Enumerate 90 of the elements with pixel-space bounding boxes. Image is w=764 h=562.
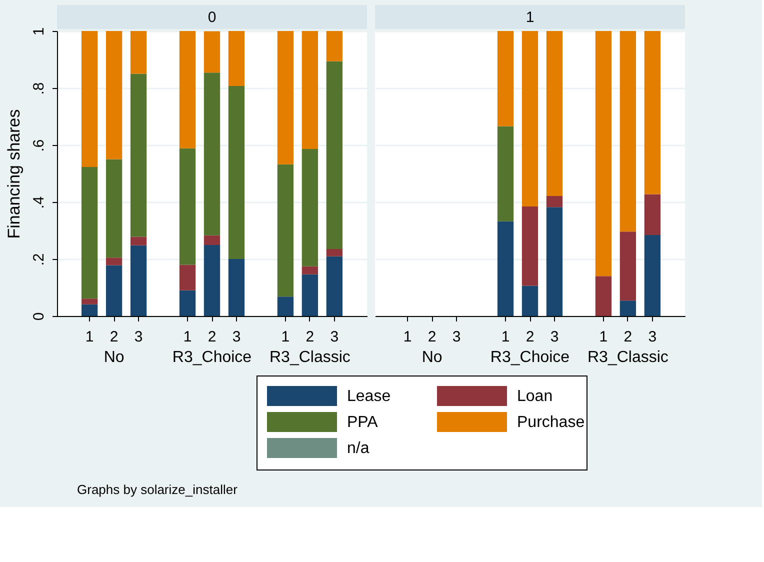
text: R3_Choice <box>490 349 570 366</box>
bar <box>81 166 98 299</box>
bar <box>522 206 538 286</box>
bar <box>130 245 147 316</box>
bar <box>179 264 196 290</box>
bar <box>644 31 661 194</box>
y-tick-label: 1 <box>30 27 48 36</box>
bar <box>130 236 147 246</box>
bar <box>546 196 563 208</box>
y-axis-title: Financing shares <box>4 109 24 239</box>
x-tick-label: 3 <box>452 328 461 346</box>
bar <box>522 31 538 207</box>
legend-label: Lease <box>347 388 391 405</box>
bar <box>130 31 147 74</box>
bar <box>620 300 636 316</box>
x-tick-label: 3 <box>648 328 657 346</box>
bar <box>277 296 294 316</box>
x-tick-label: 2 <box>208 328 216 346</box>
legend-label: Loan <box>517 388 553 405</box>
text: No <box>422 349 442 366</box>
bar <box>228 86 245 259</box>
y-tick-label: 0 <box>30 312 48 321</box>
bar <box>302 148 318 266</box>
bar <box>179 148 196 265</box>
x-tick-label: 3 <box>330 328 339 346</box>
bar <box>326 31 343 62</box>
x-tick-label: 1 <box>183 328 192 346</box>
y-tick-label: .2 <box>30 253 48 266</box>
bar <box>179 31 196 148</box>
chart-title: 1 <box>526 9 534 26</box>
bar <box>546 31 563 196</box>
text: Graphs by solarize_installer <box>77 482 238 497</box>
text: No <box>104 349 124 366</box>
bar <box>497 221 514 316</box>
bar <box>106 265 122 316</box>
x-tick-label: 1 <box>403 328 412 346</box>
bar <box>546 207 563 316</box>
text: R3_Choice <box>172 349 252 366</box>
bar <box>326 61 343 250</box>
y-tick-label: .4 <box>30 196 48 209</box>
x-tick-label: 3 <box>550 328 559 346</box>
text: R3_Classic <box>587 349 668 366</box>
bar <box>620 232 636 301</box>
bar <box>644 194 661 236</box>
text: R3_Classic <box>269 349 350 366</box>
x-tick-label: 2 <box>428 328 436 346</box>
bar <box>302 274 318 316</box>
bar <box>302 266 318 274</box>
y-tick-label: .6 <box>30 139 48 152</box>
bar <box>106 159 122 258</box>
bar <box>644 235 661 316</box>
bar <box>277 31 294 164</box>
x-tick-label: 1 <box>85 328 94 346</box>
x-tick-label: 3 <box>134 328 143 346</box>
bar <box>620 31 636 232</box>
bar <box>81 298 98 304</box>
bar <box>204 72 220 236</box>
bar <box>81 304 98 316</box>
legend-label: PPA <box>347 414 378 431</box>
x-tick-label: 2 <box>306 328 314 346</box>
bar <box>302 31 318 149</box>
legend-label: Purchase <box>517 414 585 431</box>
x-tick-label: 2 <box>624 328 632 346</box>
bar <box>106 31 122 160</box>
x-tick-label: 1 <box>281 328 290 346</box>
bar <box>179 290 196 316</box>
bar <box>522 286 538 316</box>
bar <box>326 249 343 256</box>
bar <box>204 31 220 73</box>
x-tick-label: 2 <box>110 328 118 346</box>
bar <box>595 31 612 276</box>
bar <box>106 258 122 266</box>
bar <box>595 276 612 316</box>
bar <box>497 31 514 126</box>
x-tick-label: 1 <box>599 328 608 346</box>
legend-label: n/a <box>347 440 370 457</box>
bar <box>497 126 514 222</box>
bar <box>228 259 245 316</box>
x-tick-label: 2 <box>526 328 534 346</box>
bar <box>326 256 343 316</box>
bar <box>130 74 147 237</box>
bar <box>81 31 98 167</box>
x-tick-label: 1 <box>501 328 510 346</box>
bar <box>204 245 220 316</box>
bar <box>277 164 294 297</box>
y-tick-label: .8 <box>30 82 48 95</box>
x-tick-label: 3 <box>232 328 241 346</box>
chart-title: 0 <box>208 9 216 26</box>
bar <box>204 235 220 246</box>
bar <box>228 31 245 86</box>
